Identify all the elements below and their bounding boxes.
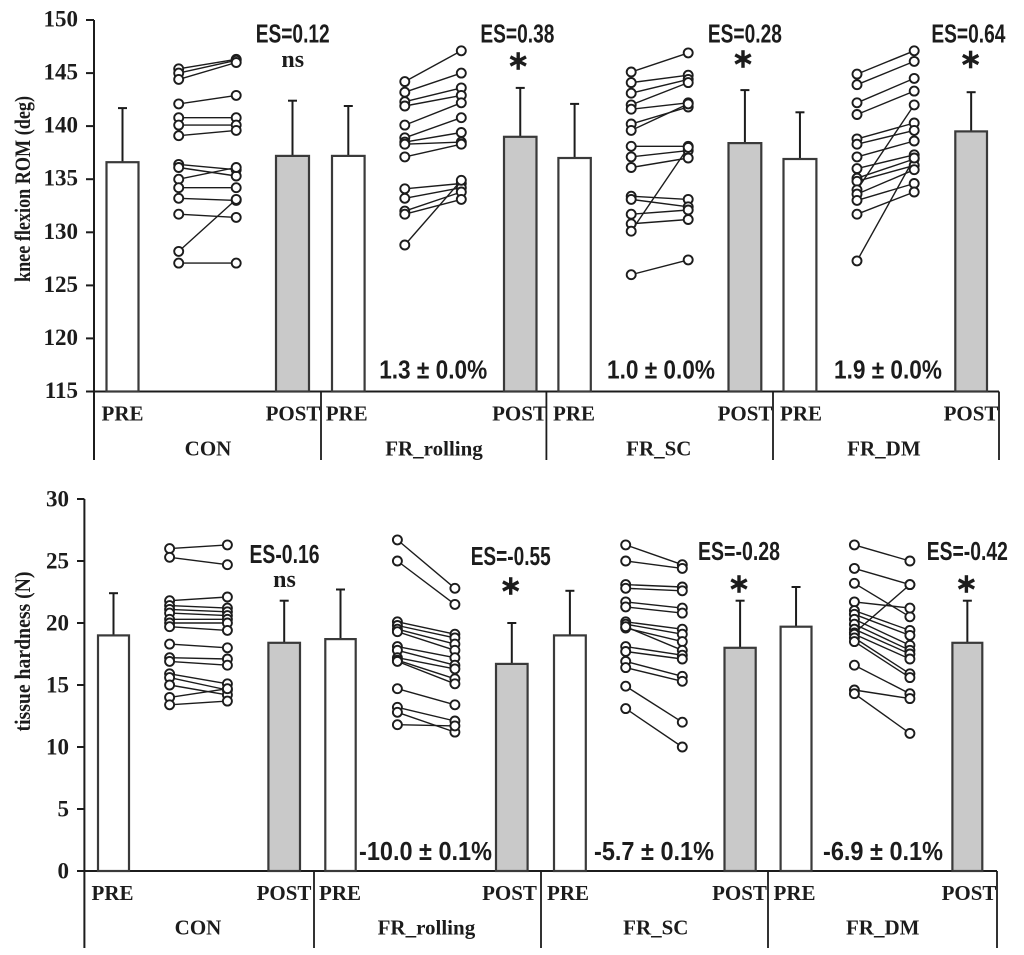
svg-text:1.0 ± 0.0%: 1.0 ± 0.0%: [607, 355, 715, 385]
svg-text:CON: CON: [175, 916, 222, 940]
svg-text:125: 125: [44, 272, 79, 297]
svg-text:ES=0.64: ES=0.64: [931, 21, 1006, 49]
svg-text:knee flexion ROM (deg): knee flexion ROM (deg): [10, 96, 35, 282]
svg-text:ES=-0.42: ES=-0.42: [927, 538, 1008, 566]
svg-text:115: 115: [45, 378, 78, 403]
svg-text:ES-0.16: ES-0.16: [250, 541, 320, 569]
svg-text:1.3 ± 0.0%: 1.3 ± 0.0%: [379, 355, 487, 385]
svg-text:FR_SC: FR_SC: [626, 437, 691, 461]
svg-text:120: 120: [44, 325, 79, 350]
svg-text:PRE: PRE: [102, 402, 144, 426]
svg-text:FR_DM: FR_DM: [847, 437, 921, 461]
svg-text:CON: CON: [185, 437, 232, 461]
svg-text:145: 145: [44, 60, 79, 85]
svg-text:POST: POST: [492, 402, 547, 426]
svg-text:POST: POST: [942, 881, 997, 905]
svg-text:140: 140: [44, 113, 79, 138]
svg-text:15: 15: [46, 673, 69, 698]
svg-text:PRE: PRE: [553, 402, 595, 426]
svg-text:tissue hardness (N): tissue hardness (N): [10, 572, 35, 732]
svg-text:ns: ns: [273, 567, 296, 593]
svg-text:10: 10: [46, 735, 69, 760]
svg-text:POST: POST: [482, 881, 537, 905]
svg-text:POST: POST: [712, 881, 767, 905]
svg-text:ES=0.12: ES=0.12: [256, 21, 330, 49]
svg-text:150: 150: [44, 7, 79, 32]
svg-text:PRE: PRE: [780, 402, 822, 426]
svg-text:ES=-0.28: ES=-0.28: [698, 538, 780, 566]
svg-text:PRE: PRE: [319, 881, 361, 905]
svg-text:PRE: PRE: [92, 881, 134, 905]
svg-text:FR_rolling: FR_rolling: [385, 437, 483, 461]
svg-text:POST: POST: [944, 402, 999, 426]
svg-text:PRE: PRE: [326, 402, 368, 426]
svg-text:POST: POST: [266, 402, 321, 426]
svg-text:1.9 ± 0.0%: 1.9 ± 0.0%: [834, 355, 942, 385]
svg-text:PRE: PRE: [774, 881, 816, 905]
svg-text:30: 30: [46, 487, 69, 512]
svg-text:ns: ns: [281, 47, 304, 73]
svg-text:PRE: PRE: [547, 881, 589, 905]
svg-text:ES=-0.55: ES=-0.55: [471, 543, 551, 571]
svg-text:FR_rolling: FR_rolling: [378, 916, 476, 940]
svg-text:FR_SC: FR_SC: [623, 916, 688, 940]
svg-text:POST: POST: [718, 402, 773, 426]
svg-text:-6.9 ± 0.1%: -6.9 ± 0.1%: [823, 836, 943, 866]
svg-text:ES=0.28: ES=0.28: [708, 21, 782, 49]
svg-text:20: 20: [46, 611, 69, 636]
svg-text:5: 5: [58, 797, 70, 822]
svg-text:ES=0.38: ES=0.38: [480, 21, 554, 49]
svg-text:-10.0 ± 0.1%: -10.0 ± 0.1%: [359, 836, 492, 866]
svg-text:0: 0: [58, 859, 70, 884]
svg-text:25: 25: [46, 549, 69, 574]
svg-text:FR_DM: FR_DM: [846, 916, 920, 940]
svg-text:135: 135: [44, 166, 79, 191]
svg-text:130: 130: [44, 219, 79, 244]
svg-text:-5.7 ± 0.1%: -5.7 ± 0.1%: [594, 836, 714, 866]
svg-text:POST: POST: [257, 881, 312, 905]
